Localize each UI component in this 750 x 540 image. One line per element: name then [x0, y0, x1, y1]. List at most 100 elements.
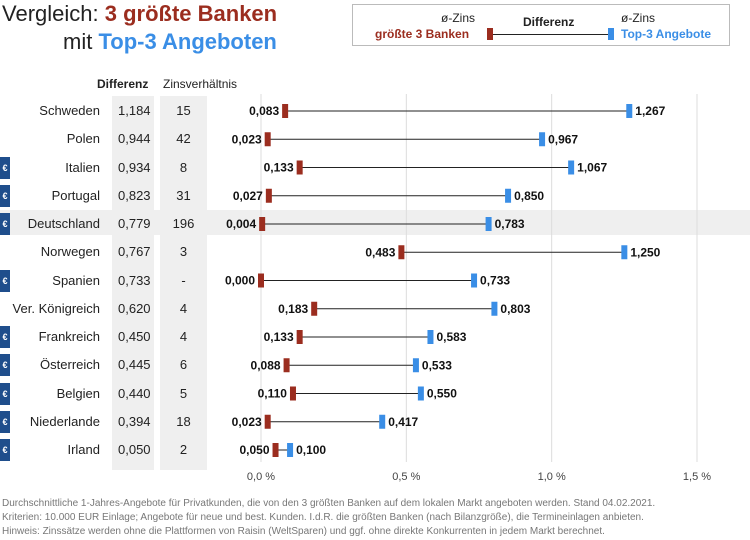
ratio-value: 15	[176, 103, 191, 118]
euro-icon: €	[0, 269, 10, 292]
table-row: € Deutschland 0,779 196	[0, 210, 750, 238]
top-offers-value-label: 0,533	[422, 358, 452, 372]
ratio-value: 31	[176, 187, 191, 203]
title-highlight-top-offers: Top-3 Angeboten	[98, 29, 277, 54]
big-banks-marker	[265, 188, 272, 203]
country-name: Frankreich	[38, 329, 100, 344]
top-offers-value-label: 1,067	[577, 161, 607, 175]
big-banks-marker	[283, 358, 290, 373]
top-offers-marker	[539, 132, 546, 147]
top-offers-marker	[287, 443, 294, 457]
country-name: Norwegen	[40, 244, 100, 260]
big-banks-marker	[296, 330, 303, 344]
country-name: Italien	[65, 159, 100, 175]
table-row: € Belgien 0,440 5	[0, 380, 750, 408]
ratio-value: 42	[176, 131, 191, 147]
footnote-1: Durchschnittliche 1-Jahres-Angebote für …	[2, 498, 656, 509]
big-banks-marker	[259, 217, 266, 231]
big-banks-value-label: 0,133	[264, 330, 294, 344]
top-offers-marker	[427, 330, 434, 344]
table-row: Ver. Königreich 0,620 4	[0, 295, 750, 323]
title-line2-prefix: mit	[63, 29, 99, 54]
x-tick-label: 1,0 %	[538, 471, 566, 483]
top-offers-value-label: 0,583	[436, 330, 466, 344]
big-banks-marker	[282, 104, 289, 118]
table-row: € Frankreich 0,450 4	[0, 323, 750, 351]
legend-top-offers-label: Top-3 Angebote	[621, 27, 711, 41]
big-banks-marker	[258, 273, 264, 288]
big-banks-marker	[398, 245, 405, 260]
big-banks-value-label: 0,183	[278, 302, 308, 316]
euro-icon: €	[0, 410, 10, 433]
ratio-column-band	[160, 96, 207, 470]
difference-value: 0,733	[118, 272, 151, 288]
euro-icon: €	[0, 184, 10, 207]
big-banks-value-label: 0,000	[225, 274, 255, 288]
big-banks-marker	[264, 414, 271, 429]
table-row: Norwegen 0,767 3	[0, 238, 750, 266]
euro-icon: €	[0, 382, 10, 405]
table-row: € Portugal 0,823 31	[0, 182, 750, 210]
top-offers-value-label: 0,803	[500, 302, 530, 316]
top-offers-marker	[568, 160, 575, 175]
legend-difference: Differenz	[523, 15, 575, 29]
difference-value: 0,050	[118, 442, 151, 457]
table-row: Schweden 1,184 15	[0, 97, 750, 125]
country-name: Polen	[66, 131, 100, 147]
ratio-value: 3	[179, 244, 188, 260]
country-name: Deutschland	[27, 216, 100, 231]
ratio-value: 5	[179, 385, 188, 401]
top-offers-marker	[505, 188, 512, 203]
country-name: Irland	[67, 442, 100, 457]
big-banks-marker	[289, 386, 296, 401]
ratio-value: 4	[179, 329, 188, 344]
country-name: Österreich	[40, 357, 100, 373]
top-offers-marker	[491, 301, 498, 316]
top-offers-value-label: 0,417	[388, 415, 418, 429]
header-ratio: Zinsverhältnis	[163, 77, 238, 91]
euro-icon: €	[0, 439, 10, 461]
big-banks-value-label: 0,133	[264, 161, 294, 175]
difference-value: 0,779	[118, 216, 151, 231]
footnote-3: Hinweis: Zinssätze werden ohne die Platt…	[2, 526, 605, 537]
difference-value: 0,934	[118, 159, 151, 175]
x-tick-label: 1,5 %	[683, 471, 711, 483]
chart-title: Vergleich: 3 größte Banken mit Top-3 Ang…	[2, 0, 277, 56]
big-banks-marker	[264, 132, 271, 147]
ratio-value: 6	[179, 357, 188, 373]
table-row: € Österreich 0,445 6	[0, 351, 750, 379]
top-offers-marker	[417, 386, 424, 401]
x-tick-label: 0,5 %	[392, 471, 420, 483]
difference-value: 0,440	[118, 385, 151, 401]
ratio-value: 8	[179, 159, 188, 175]
euro-icon: €	[0, 213, 10, 235]
big-banks-value-label: 0,483	[365, 245, 395, 259]
difference-value: 0,394	[118, 413, 151, 429]
highlight-row-germany	[0, 210, 750, 235]
big-banks-marker	[311, 301, 318, 316]
country-name: Schweden	[39, 103, 100, 118]
euro-icon: €	[0, 156, 10, 179]
top-offers-marker	[485, 217, 492, 231]
top-offers-value-label: 0,550	[427, 387, 457, 401]
difference-value: 0,823	[118, 187, 151, 203]
top-offers-marker	[471, 273, 478, 288]
top-offers-value-label: 1,250	[630, 245, 660, 259]
difference-value: 0,445	[118, 357, 151, 373]
legend-big-banks-label: größte 3 Banken	[375, 27, 470, 41]
top-offers-marker	[412, 358, 419, 373]
footnote-2: Kriterien: 10.000 EUR Einlage; Angebote …	[2, 512, 644, 523]
table-row: € Italien 0,934 8	[0, 154, 750, 182]
table-row: Polen 0,944 42	[0, 125, 750, 153]
difference-value: 0,767	[118, 244, 151, 260]
big-banks-value-label: 0,110	[258, 387, 288, 401]
top-offers-marker	[379, 414, 386, 429]
difference-value: 1,184	[118, 103, 151, 118]
euro-icon: €	[0, 354, 10, 377]
country-name: Belgien	[56, 385, 100, 401]
header-difference: Differenz	[97, 77, 149, 91]
footnotes: Durchschnittliche 1-Jahres-Angebote für …	[2, 497, 655, 539]
country-name: Niederlande	[29, 413, 100, 429]
difference-value: 0,944	[118, 131, 151, 147]
